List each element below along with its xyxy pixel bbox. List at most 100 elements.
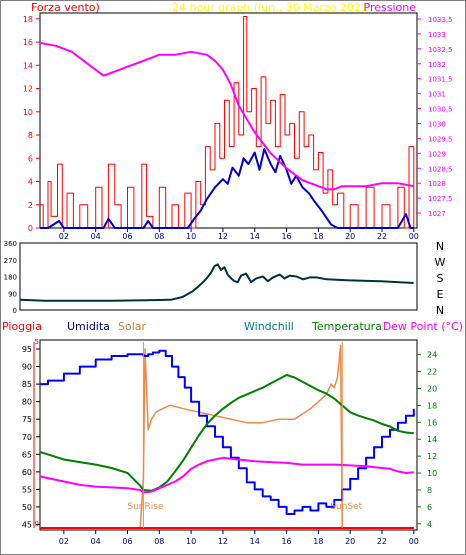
wind-average-line	[40, 148, 414, 229]
sunrise-label: SunRise	[127, 502, 164, 512]
x-tick-label: 00	[409, 232, 419, 241]
humidity-temperature-panel: 45 50 55 60 65 70 75 80 85 90 95 0 5 4 6 8 10 12 14 16 18 20 2…	[22, 338, 437, 546]
x-tick-label: 08	[154, 232, 164, 241]
y-left-tick-label: 14	[23, 61, 33, 70]
y-left-tick-label: 80	[22, 398, 32, 407]
y-left-tick-label: 70	[22, 433, 32, 442]
direction-tick-label: 180	[4, 274, 17, 282]
x-tick-label: 20	[345, 232, 355, 241]
wind-pressure-axes: 02468101214161810271027,510281028,510291…	[23, 15, 453, 241]
x-tick-label: 00	[409, 537, 419, 546]
wind-pressure-panel: 02468101214161810271027,510281028,510291…	[23, 12, 453, 241]
y-left-tick-label: 0	[28, 224, 33, 233]
x-tick-label: 14	[250, 232, 260, 241]
windchill-label: Windchill	[244, 320, 294, 333]
dew-point-line	[39, 456, 414, 494]
graph-title: 24 hour graph (lun., 30 Marzo 2021	[172, 1, 368, 14]
y-left-tick-label: 18	[23, 15, 33, 24]
x-tick-label: 04	[91, 537, 101, 546]
direction-tick-label: 360	[4, 240, 17, 248]
y-right-tick-label: 1030	[428, 120, 446, 128]
y-right-tick-label: 1033,5	[428, 16, 453, 24]
y-left-tick-label: 75	[22, 415, 32, 424]
humidity-temperature-series	[39, 342, 415, 529]
y-right-tick-label: 1031,5	[428, 76, 453, 84]
y-right-tick-label: 22	[427, 368, 437, 377]
x-tick-label: 18	[313, 232, 323, 241]
y-left-tick-label: 85	[22, 380, 32, 389]
y-right-tick-label: 12	[427, 452, 437, 461]
cardinal-label: N	[436, 304, 444, 317]
rain-tick-label: 5	[35, 338, 39, 346]
direction-tick-label: 90	[8, 290, 17, 298]
x-tick-label: 10	[186, 232, 196, 241]
x-tick-label: 22	[377, 537, 387, 546]
y-right-tick-label: 1030,5	[428, 106, 453, 114]
wind-pressure-plot-area	[39, 12, 418, 229]
sunset-label: SunSet	[330, 502, 362, 512]
humidity-temperature-plot-area	[39, 339, 418, 531]
temperature-label: Temperatura	[311, 320, 382, 333]
y-left-tick-label: 90	[22, 363, 32, 372]
y-right-tick-label: 1028	[428, 180, 446, 188]
y-right-tick-label: 1029	[428, 150, 446, 158]
y-left-tick-label: 12	[23, 85, 33, 94]
x-tick-label: 22	[377, 232, 387, 241]
y-left-tick-label: 45	[22, 520, 32, 529]
y-left-tick-label: 50	[22, 503, 32, 512]
y-right-tick-label: 1028,5	[428, 165, 453, 173]
y-right-tick-label: 24	[427, 351, 437, 360]
y-left-tick-label: 60	[22, 468, 32, 477]
y-right-tick-label: 8	[427, 486, 432, 495]
y-right-tick-label: 16	[427, 418, 437, 427]
x-tick-label: 02	[59, 232, 69, 241]
y-left-tick-label: 4	[28, 178, 33, 187]
x-tick-label: 14	[250, 537, 260, 546]
x-tick-label: 10	[186, 537, 196, 546]
y-left-tick-label: 6	[28, 154, 33, 163]
direction-tick-label: 0	[13, 307, 17, 315]
x-tick-label: 02	[59, 537, 69, 546]
y-right-tick-label: 4	[427, 520, 432, 529]
solar-label: Solar	[118, 320, 147, 333]
y-left-tick-label: 65	[22, 450, 32, 459]
y-right-tick-label: 6	[427, 503, 432, 512]
wind-direction-plot-area	[19, 242, 418, 311]
cardinal-label: E	[437, 288, 444, 301]
x-tick-label: 06	[122, 537, 132, 546]
x-tick-label: 12	[218, 537, 228, 546]
pressure-line	[39, 41, 414, 191]
y-right-tick-label: 14	[427, 435, 437, 444]
x-tick-label: 04	[91, 232, 101, 241]
solar-line	[40, 344, 414, 529]
y-right-tick-label: 1031	[428, 91, 446, 99]
y-left-tick-label: 16	[23, 38, 33, 47]
y-left-tick-label: 95	[22, 345, 32, 354]
wind-direction-line	[19, 263, 414, 302]
y-right-tick-label: 1029,5	[428, 135, 453, 143]
humidity-line	[40, 349, 415, 515]
temperature-line	[39, 374, 414, 492]
x-tick-label: 08	[154, 537, 164, 546]
cardinal-label: N	[436, 240, 444, 253]
y-right-tick-label: 1032,5	[428, 46, 453, 54]
x-tick-label: 12	[218, 232, 228, 241]
wind-pressure-series	[39, 16, 415, 229]
wind-label: Forza vento)	[31, 1, 100, 14]
y-right-tick-label: 1027	[428, 210, 446, 218]
x-tick-label: 18	[313, 537, 323, 546]
y-left-tick-label: 2	[28, 201, 33, 210]
y-right-tick-label: 20	[427, 385, 437, 394]
dew-point-label: Dew Point (°C)	[383, 320, 463, 333]
x-tick-label: 16	[281, 232, 291, 241]
y-left-tick-label: 8	[28, 131, 33, 140]
y-left-tick-label: 55	[22, 485, 32, 494]
y-left-tick-label: 10	[23, 108, 33, 117]
direction-tick-label: 270	[4, 257, 17, 265]
pressure-label: Pressione	[364, 1, 417, 14]
wind-direction-series	[19, 263, 414, 302]
x-tick-label: 16	[281, 537, 291, 546]
